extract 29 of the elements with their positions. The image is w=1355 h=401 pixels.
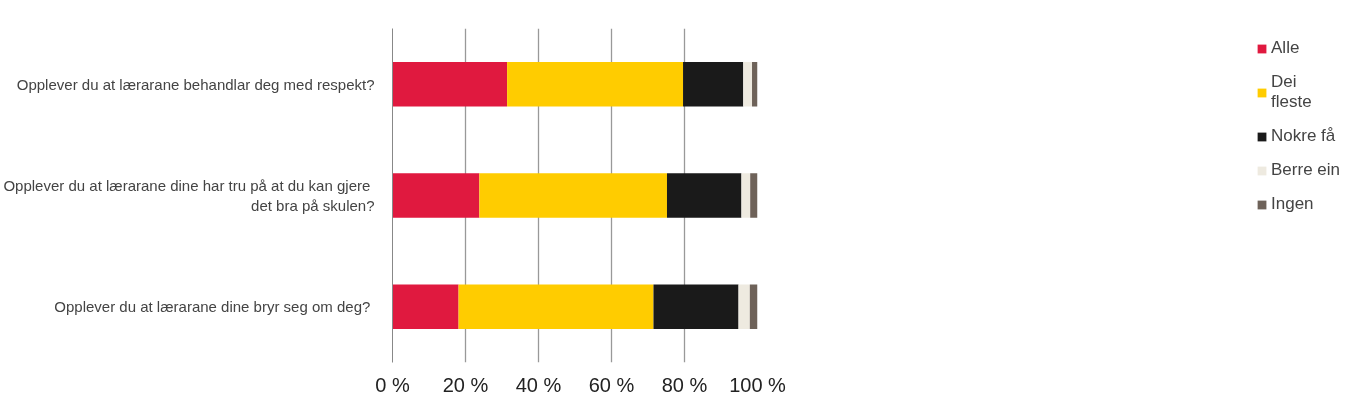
bar [392,61,508,107]
bar [392,173,480,218]
bar [749,284,758,330]
x-tick-label: 80 % [661,373,708,396]
y-tick-label: Opplever du at lærarane dine bryr seg om deg? [54,298,371,316]
bar [392,284,459,330]
bar [741,173,751,218]
bar [507,61,684,107]
x-tick-label: 60 % [588,373,635,396]
y-tick-label: Opplever du at lærarane behandlar deg med respekt? [16,75,375,93]
legend-label: Berre ein [1271,160,1340,180]
y-tick-label: Opplever du at lærarane dine har tru på at du kan gjere det bra på skulen? [3,176,375,215]
x-tick-label: 20 % [442,373,489,396]
legend-label: Dei fleste [1271,72,1312,112]
legend-label: Nokre få [1271,126,1336,146]
legend-label: Alle [1271,38,1300,58]
bar [653,284,739,330]
x-tick-label: 40 % [515,373,562,396]
bar [666,173,742,218]
bar [458,284,654,330]
bar [743,61,753,107]
bar [738,284,750,330]
bar [750,173,758,218]
bar [479,173,667,218]
bar [683,61,744,107]
bar [752,61,758,107]
legend-label: Ingen [1271,194,1314,214]
x-tick-label: 100 % [729,373,787,396]
x-tick-label: 0 % [375,373,410,396]
